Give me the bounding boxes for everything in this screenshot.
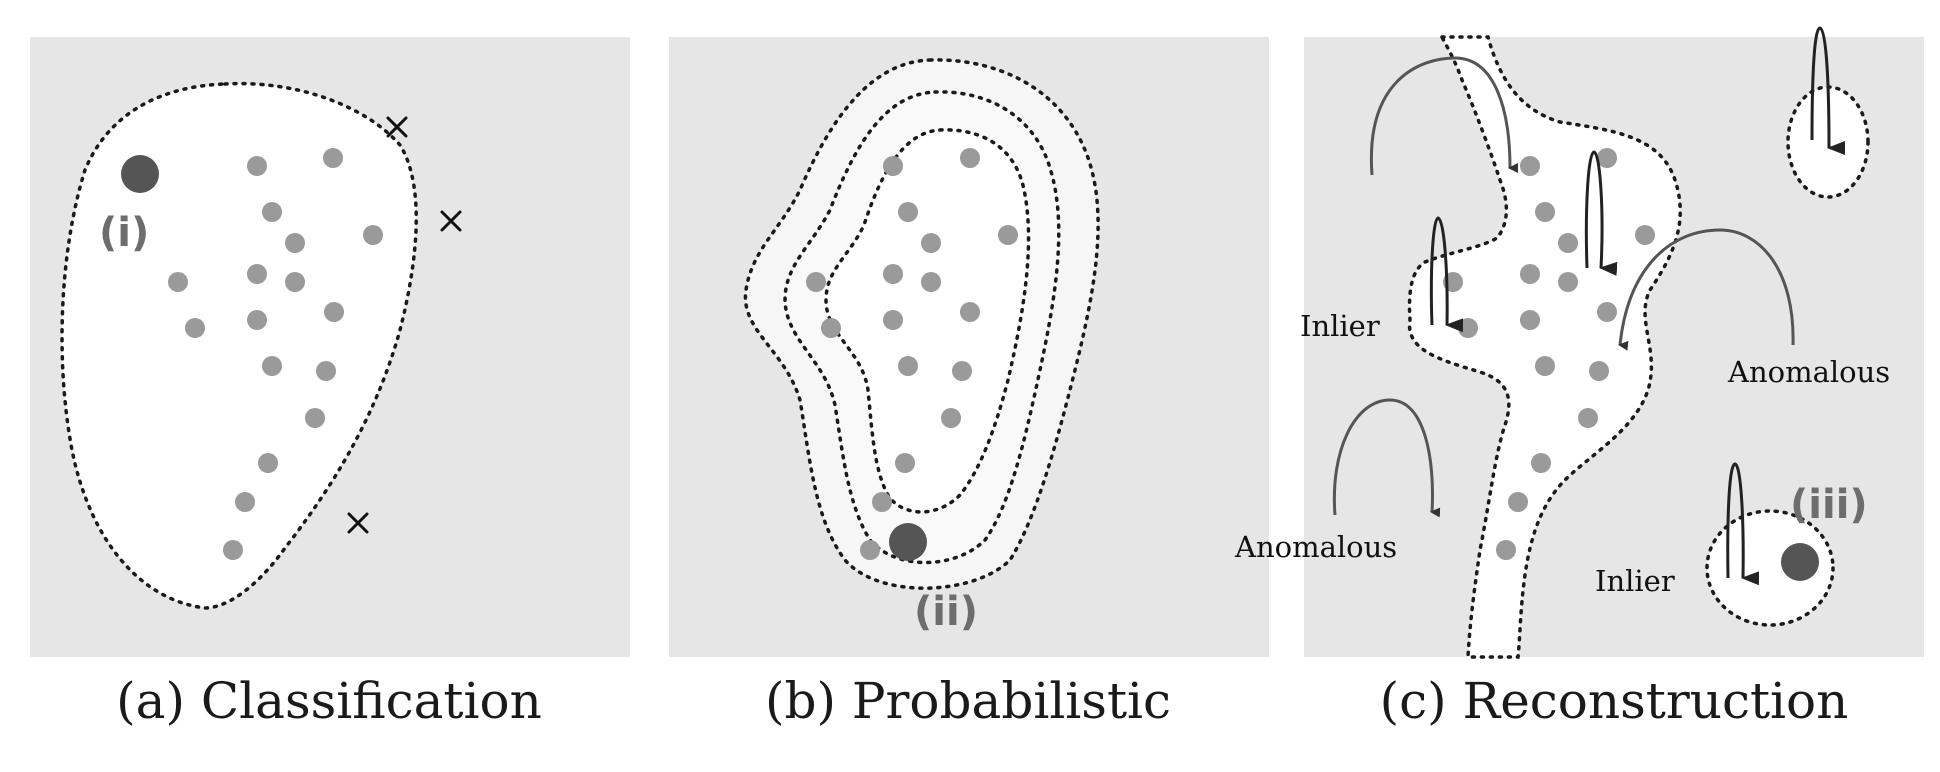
data-point	[324, 302, 344, 322]
data-point	[305, 408, 325, 428]
data-point	[258, 453, 278, 473]
curved-arrows	[1332, 56, 1795, 518]
panel-b: (ii)	[669, 37, 1269, 657]
outlier-cross-icon	[386, 116, 408, 138]
data-point	[921, 272, 941, 292]
curved-arrow-icon	[1618, 228, 1795, 351]
data-point	[247, 156, 267, 176]
caption-a: (a) Classification	[116, 672, 542, 730]
data-point	[285, 272, 305, 292]
panel-c: (iii) Inlier Anomalous Anomalous Inlier	[1234, 26, 1924, 659]
label-inlier-right: Inlier	[1595, 564, 1675, 598]
data-point	[883, 264, 903, 284]
data-point	[247, 310, 267, 330]
data-point	[316, 361, 336, 381]
data-point	[872, 492, 892, 512]
data-point	[1635, 225, 1655, 245]
data-point	[806, 272, 826, 292]
data-point	[1508, 492, 1528, 512]
data-point	[860, 540, 880, 560]
data-point	[168, 272, 188, 292]
data-point	[1589, 361, 1609, 381]
data-point	[1597, 148, 1617, 168]
data-point	[883, 310, 903, 330]
marker-iii: (iii)	[1790, 482, 1868, 528]
marker-i: (i)	[99, 210, 149, 256]
data-point	[1520, 264, 1540, 284]
hairpin-arrow-icon	[1584, 150, 1618, 276]
data-point	[285, 233, 305, 253]
curved-arrow-icon	[1369, 56, 1519, 176]
data-point	[1535, 356, 1555, 376]
label-inlier-left: Inlier	[1300, 309, 1380, 343]
data-point	[1520, 156, 1540, 176]
label-anomalous-left: Anomalous	[1234, 530, 1397, 564]
data-point	[952, 361, 972, 381]
highlighted-point-i	[121, 155, 159, 193]
hairpin-arrow-icon	[1429, 216, 1464, 333]
data-point	[821, 318, 841, 338]
outlier-cross-icon	[440, 210, 462, 232]
data-point	[235, 492, 255, 512]
highlighted-point-ii	[889, 523, 927, 561]
panel-a: (i)	[30, 37, 630, 657]
data-point	[898, 356, 918, 376]
data-points	[168, 148, 383, 560]
data-point	[941, 408, 961, 428]
data-point	[998, 225, 1018, 245]
outlier-crosses	[347, 116, 462, 534]
small-cluster-bottom-right	[1705, 509, 1835, 627]
data-point	[1531, 453, 1551, 473]
data-point	[1558, 272, 1578, 292]
density-contour-inner	[824, 128, 1031, 514]
hairpin-arrows	[1429, 26, 1846, 586]
hairpin-arrow-icon	[1726, 462, 1760, 586]
marker-ii: (ii)	[914, 589, 978, 635]
data-point	[262, 356, 282, 376]
curved-arrow-icon	[1332, 398, 1441, 518]
data-point	[1597, 302, 1617, 322]
data-point	[262, 202, 282, 222]
data-point	[895, 453, 915, 473]
data-point	[185, 318, 205, 338]
highlighted-point-iii	[1781, 543, 1819, 581]
classification-boundary	[60, 81, 418, 610]
data-point	[1578, 408, 1598, 428]
data-point	[1520, 310, 1540, 330]
data-point	[1496, 540, 1516, 560]
data-point	[1458, 318, 1478, 338]
data-point	[247, 264, 267, 284]
data-point	[1535, 202, 1555, 222]
caption-c: (c) Reconstruction	[1379, 672, 1849, 730]
data-points	[806, 148, 1018, 560]
data-point	[1558, 233, 1578, 253]
data-point	[921, 233, 941, 253]
hairpin-arrow-icon	[1810, 26, 1846, 155]
caption-b: (b) Probabilistic	[764, 672, 1172, 730]
data-point	[323, 148, 343, 168]
data-point	[898, 202, 918, 222]
label-anomalous-right: Anomalous	[1727, 355, 1890, 389]
data-point	[883, 156, 903, 176]
reconstruction-manifold	[1407, 35, 1682, 659]
data-point	[363, 225, 383, 245]
data-point	[960, 302, 980, 322]
outlier-cross-icon	[347, 512, 369, 534]
data-point	[223, 540, 243, 560]
data-point	[960, 148, 980, 168]
